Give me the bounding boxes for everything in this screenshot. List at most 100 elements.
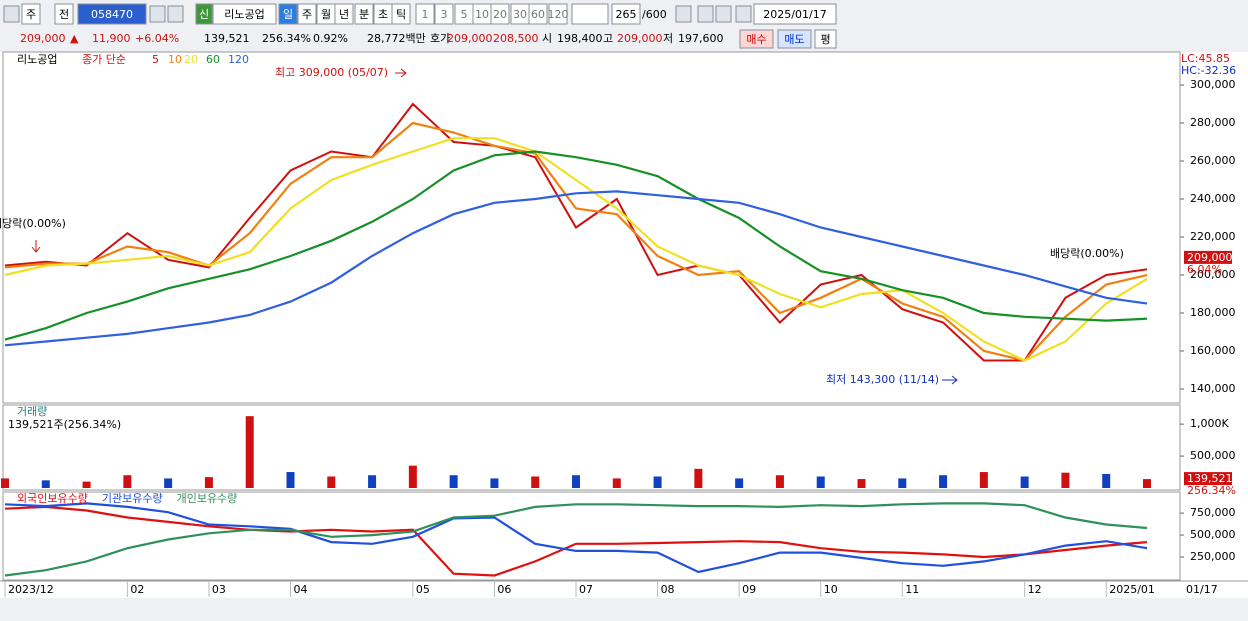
volume-bar [41, 480, 50, 488]
lc: LC:45.85 [1181, 52, 1230, 65]
button[interactable] [334, 3, 354, 25]
button-label[interactable]: 매수 [746, 33, 766, 46]
button-label[interactable]: 265 [616, 8, 637, 21]
button[interactable] [354, 3, 374, 25]
button-label[interactable]: 리노공업 [224, 8, 264, 21]
cursor-date: 01/17 [1186, 583, 1218, 596]
price-marker-label: 209,000 [1187, 251, 1233, 264]
button[interactable] [490, 3, 510, 25]
button-label[interactable]: 년 [339, 8, 349, 21]
legend-entry: 외국인보유수량 [17, 492, 88, 505]
dividend-note: 배당락(0.00%) [0, 217, 66, 230]
volume-bar [204, 477, 213, 488]
button[interactable] [415, 3, 435, 25]
series-line [4, 102, 1148, 362]
quote-field: 11,900 [92, 32, 131, 45]
volume-bar [775, 475, 784, 488]
icon-button[interactable] [715, 5, 732, 23]
low-note: 최저 143,300 (11/14) [826, 373, 939, 386]
x-tick-label: 04 [294, 583, 308, 596]
button[interactable] [54, 3, 74, 25]
volume-bar [449, 475, 458, 488]
button-label[interactable]: 일 [283, 7, 293, 21]
volume-bar [327, 476, 336, 488]
button-label[interactable]: 신 [199, 8, 209, 21]
button[interactable] [528, 3, 548, 25]
button-label[interactable]: 전 [59, 8, 69, 21]
x-tick-label: 03 [212, 583, 226, 596]
volume-panel [2, 404, 1181, 491]
legend-entry: 개인보유수량 [177, 492, 238, 505]
icon-button[interactable] [697, 5, 714, 23]
button-label[interactable]: 10 [475, 8, 489, 21]
series-line [4, 121, 1148, 362]
icon-button[interactable] [735, 5, 752, 23]
x-tick-label: 08 [661, 583, 675, 596]
button[interactable] [611, 3, 641, 25]
button[interactable] [753, 3, 837, 25]
button[interactable] [195, 3, 213, 25]
icon-button[interactable] [167, 5, 184, 23]
volume-bar [1102, 473, 1111, 488]
button[interactable] [278, 3, 298, 25]
icon-button[interactable] [675, 5, 692, 23]
legend-entry: 20 [184, 53, 198, 66]
button-label[interactable]: 주 [302, 8, 312, 21]
quote-field: 256.34% [262, 32, 311, 45]
button-label[interactable]: 월 [321, 8, 331, 21]
button-label[interactable]: 5 [461, 8, 468, 21]
button[interactable] [297, 3, 317, 25]
button[interactable] [548, 3, 568, 25]
y-tick-label: 220,000 [1190, 230, 1236, 243]
volume-bar [531, 476, 540, 488]
button[interactable] [21, 3, 41, 25]
volume-bar [164, 478, 173, 488]
volume-bar [572, 475, 580, 488]
button[interactable] [212, 3, 277, 25]
x-tick-label: 07 [579, 583, 593, 596]
button-label[interactable]: 분 [359, 8, 369, 21]
volume-bar [939, 475, 948, 488]
x-tick-label: 09 [742, 583, 756, 596]
quote-field: 호가 [430, 32, 450, 45]
button-label[interactable]: 120 [548, 8, 569, 21]
volume-bar [653, 476, 662, 488]
icon-button[interactable] [149, 5, 166, 23]
button-label[interactable]: 60 [531, 8, 545, 21]
button-label[interactable]: 주 [26, 8, 36, 21]
quote-field: 209,000 [617, 32, 663, 45]
button-label[interactable]: 2025/01/17 [763, 8, 826, 21]
button-label[interactable]: 30 [513, 8, 527, 21]
hc: HC:-32.36 [1181, 64, 1236, 77]
button-label[interactable]: 3 [441, 8, 448, 21]
button[interactable] [434, 3, 454, 25]
volume-marker-label: 139,521 [1187, 472, 1233, 485]
volume-bar [816, 476, 825, 488]
volume-bar [82, 481, 91, 488]
series-line [4, 502, 1148, 577]
legend-entry: 기관보유수량 [102, 492, 163, 505]
button-label[interactable]: 틱 [396, 8, 406, 21]
button-label[interactable]: 1 [422, 8, 429, 21]
button-label[interactable]: 초 [378, 8, 388, 21]
button[interactable] [814, 29, 837, 49]
volume-rate-label: 256.34% [1187, 484, 1236, 497]
stock-label: 리노공업 [17, 53, 57, 66]
dropdown[interactable] [571, 3, 609, 25]
button-label[interactable]: 20 [493, 8, 507, 21]
volume-marker [1184, 472, 1232, 486]
x-tick-label: 11 [905, 583, 919, 596]
button-label[interactable]: 평 [820, 33, 830, 46]
button-label[interactable]: 058470 [91, 8, 133, 21]
quote-field: +6.04% [135, 32, 179, 45]
button[interactable] [77, 3, 147, 25]
button[interactable] [391, 3, 411, 25]
button[interactable] [739, 29, 774, 49]
button[interactable] [777, 29, 812, 49]
button-label[interactable]: 매도 [784, 33, 804, 46]
y-tick-label: 280,000 [1190, 116, 1236, 129]
quote-field: 209,000 [447, 32, 493, 45]
quote-field: 209,000 [20, 32, 66, 45]
icon-button[interactable] [3, 5, 20, 23]
